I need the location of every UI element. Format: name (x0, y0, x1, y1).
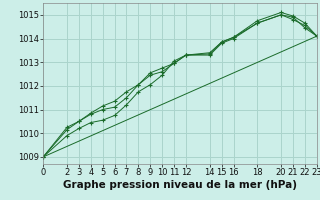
X-axis label: Graphe pression niveau de la mer (hPa): Graphe pression niveau de la mer (hPa) (63, 180, 297, 190)
